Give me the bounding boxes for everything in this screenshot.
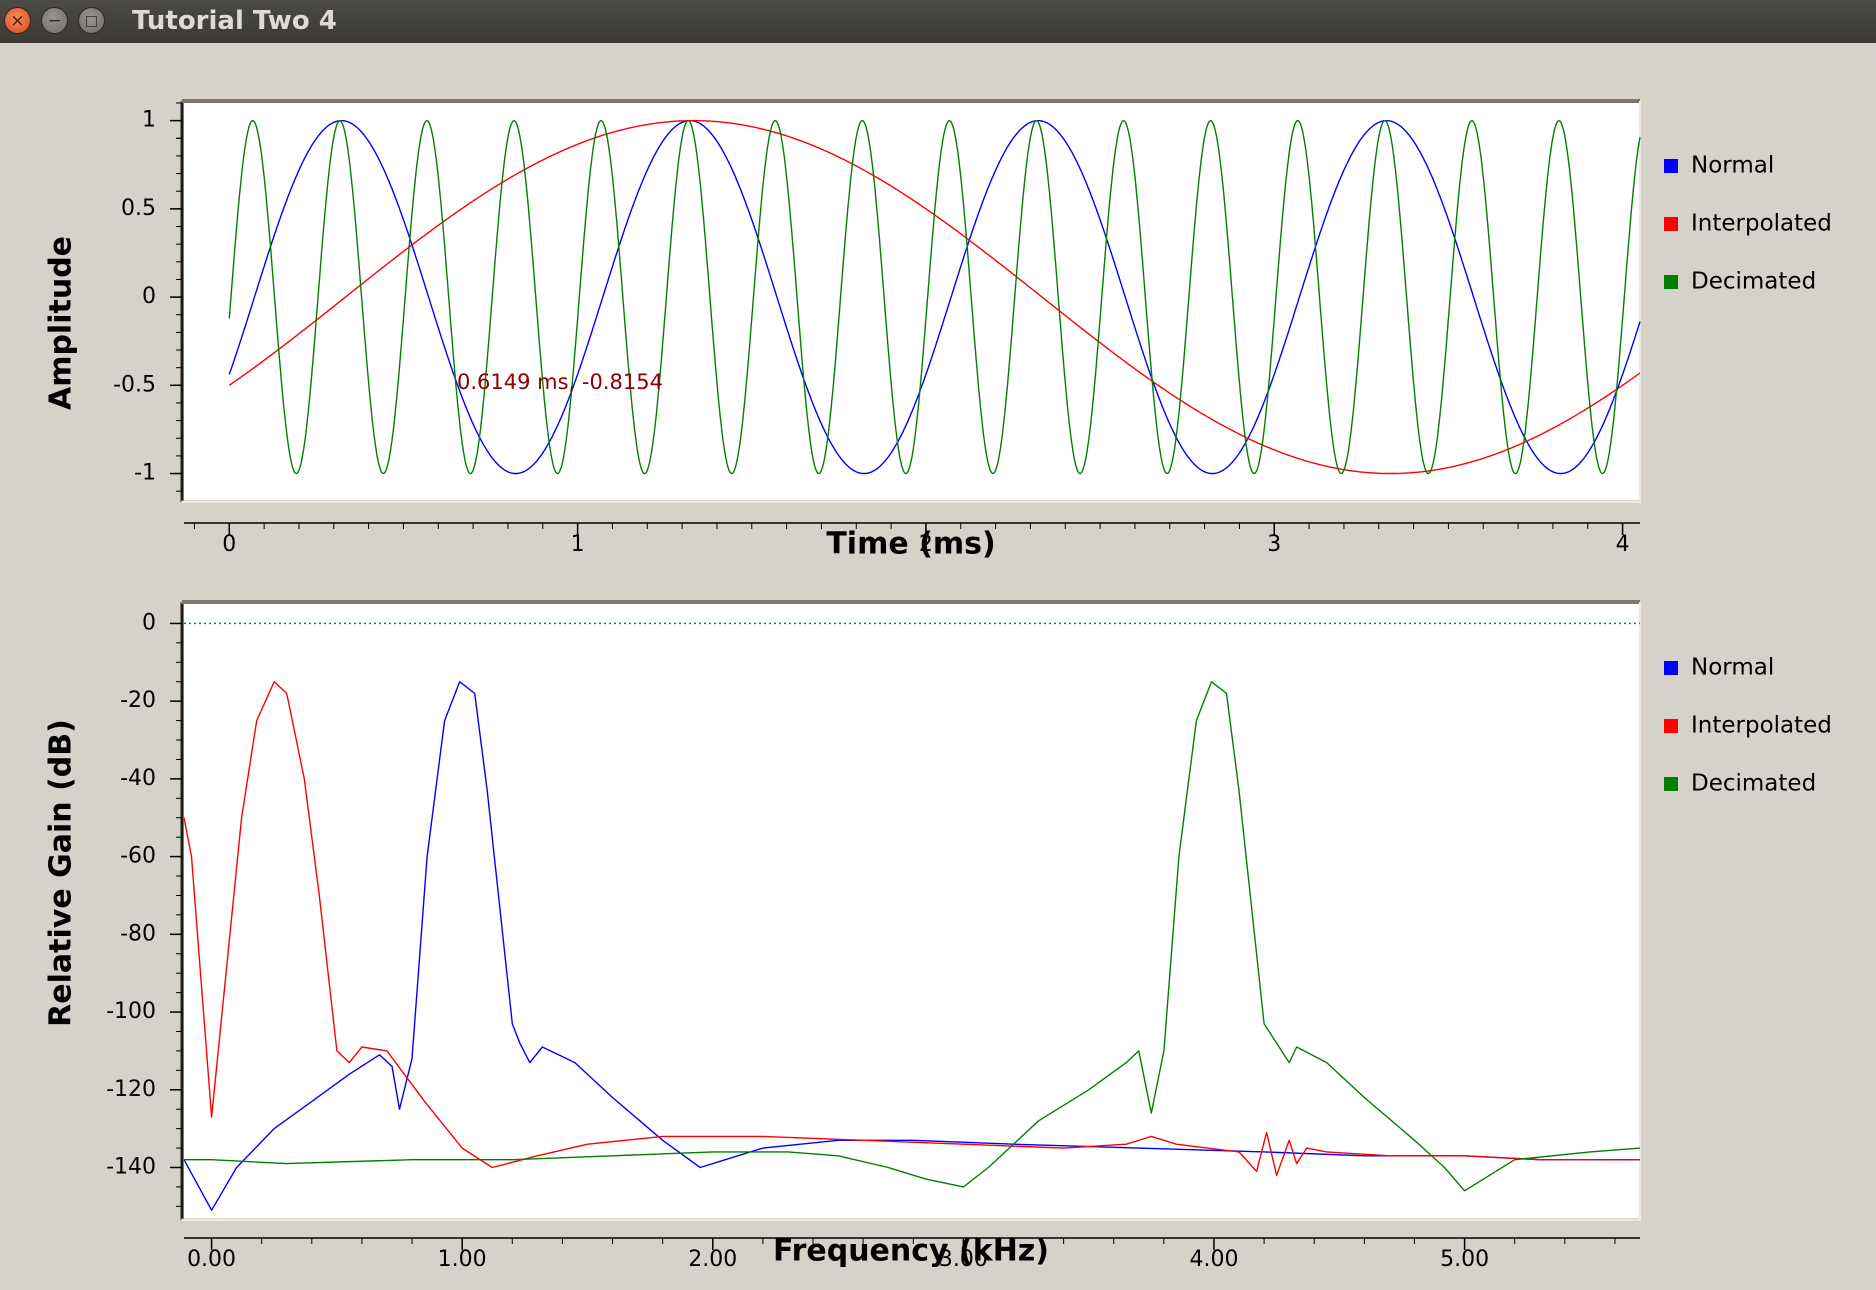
freq-legend: Normal Interpolated Decimated — [1664, 655, 1832, 797]
time-legend: Normal Interpolated Decimated — [1664, 153, 1832, 295]
y-tick-label: -60 — [120, 844, 156, 869]
legend-swatch — [1664, 217, 1678, 231]
freq-legend-item-interpolated[interactable]: Interpolated — [1664, 713, 1832, 739]
legend-label: Decimated — [1691, 771, 1816, 797]
x-tick-label: 4 — [1616, 532, 1630, 557]
x-tick-label: 1 — [571, 532, 585, 557]
y-tick-label: -20 — [120, 688, 156, 713]
legend-swatch — [1664, 275, 1678, 289]
plot-area: 0.6149 ms, -0.8154 1 0.5 0 -0.5 -1 0 1 2 3 4 Tim… — [44, 99, 1832, 1272]
legend-swatch — [1664, 719, 1678, 733]
legend-label: Interpolated — [1691, 713, 1832, 739]
time-y-axis-title: Amplitude — [44, 236, 79, 410]
window-close-button[interactable]: × — [4, 7, 31, 34]
series-normal-line — [228, 119, 1641, 475]
window-maximize-button[interactable]: □ — [78, 7, 105, 34]
maximize-icon: □ — [84, 13, 99, 29]
legend-label: Interpolated — [1691, 211, 1832, 237]
series-decimated-line — [228, 119, 1641, 475]
y-tick-label: 1 — [142, 108, 156, 133]
time-x-axis-title: Time (ms) — [826, 527, 995, 562]
series-normal-line — [183, 681, 1640, 1211]
y-tick-label: -100 — [106, 999, 156, 1024]
time-plot-frame-highlight — [182, 101, 1641, 503]
minimize-icon: − — [47, 11, 62, 31]
y-tick-label: 0.5 — [121, 196, 156, 221]
time-plot: 0.6149 ms, -0.8154 1 0.5 0 -0.5 -1 0 1 2 3 4 Tim… — [44, 99, 1832, 562]
freq-series-group — [183, 681, 1641, 1211]
freq-plot-canvas[interactable] — [184, 604, 1640, 1218]
legend-swatch — [1664, 159, 1678, 173]
y-tick-label: -120 — [106, 1077, 156, 1102]
legend-swatch — [1664, 777, 1678, 791]
freq-legend-item-normal[interactable]: Normal — [1664, 655, 1774, 681]
x-tick-label: 4.00 — [1189, 1247, 1238, 1272]
window-title: Tutorial Two 4 — [132, 6, 337, 36]
close-icon: × — [10, 11, 25, 31]
x-tick-label: 1.00 — [438, 1247, 487, 1272]
legend-label: Decimated — [1691, 269, 1816, 295]
legend-label: Normal — [1691, 153, 1774, 179]
freq-legend-item-decimated[interactable]: Decimated — [1664, 771, 1816, 797]
y-tick-label: 0 — [142, 610, 156, 635]
time-marker-label: 0.6149 ms, -0.8154 — [457, 370, 663, 394]
time-legend-item-normal[interactable]: Normal — [1664, 153, 1774, 179]
freq-y-ticks: 0 -20 -40 -60 -80 -100 -120 -140 — [106, 610, 182, 1207]
x-tick-label: 3 — [1267, 532, 1281, 557]
x-tick-label: 3.00 — [939, 1247, 988, 1272]
freq-x-ticks: 0.00 1.00 2.00 3.00 4.00 5.00 — [187, 1238, 1616, 1272]
time-legend-item-interpolated[interactable]: Interpolated — [1664, 211, 1832, 237]
frequency-plot: 0 -20 -40 -60 -80 -100 -120 -140 0.00 1.00 2.00 3.… — [44, 600, 1832, 1272]
time-plot-canvas[interactable] — [184, 103, 1640, 500]
y-tick-label: -40 — [120, 766, 156, 791]
freq-plot-frame-highlight — [182, 602, 1641, 1221]
x-tick-label: 2 — [919, 532, 933, 557]
y-tick-label: 0 — [142, 284, 156, 309]
title-bar: × − □ Tutorial Two 4 — [0, 0, 1876, 43]
time-y-ticks: 1 0.5 0 -0.5 -1 — [113, 102, 182, 492]
legend-swatch — [1664, 661, 1678, 675]
x-tick-label: 5.00 — [1440, 1247, 1489, 1272]
x-tick-label: 0.00 — [187, 1247, 236, 1272]
time-series-group — [228, 119, 1641, 475]
y-tick-label: -140 — [106, 1154, 156, 1179]
legend-label: Normal — [1691, 655, 1774, 681]
x-tick-label: 2.00 — [688, 1247, 737, 1272]
freq-y-axis-title: Relative Gain (dB) — [44, 719, 79, 1027]
series-decimated-line — [184, 681, 1641, 1192]
y-tick-label: -80 — [120, 921, 156, 946]
y-tick-label: -0.5 — [113, 372, 156, 397]
time-legend-item-decimated[interactable]: Decimated — [1664, 269, 1816, 295]
freq-x-axis-title: Frequency (kHz) — [773, 1234, 1049, 1269]
window-minimize-button[interactable]: − — [41, 7, 68, 34]
series-interpolated-line — [183, 681, 1640, 1177]
y-tick-label: -1 — [134, 461, 156, 486]
x-tick-label: 0 — [222, 532, 236, 557]
time-x-ticks: 0 1 2 3 4 — [193, 523, 1630, 557]
